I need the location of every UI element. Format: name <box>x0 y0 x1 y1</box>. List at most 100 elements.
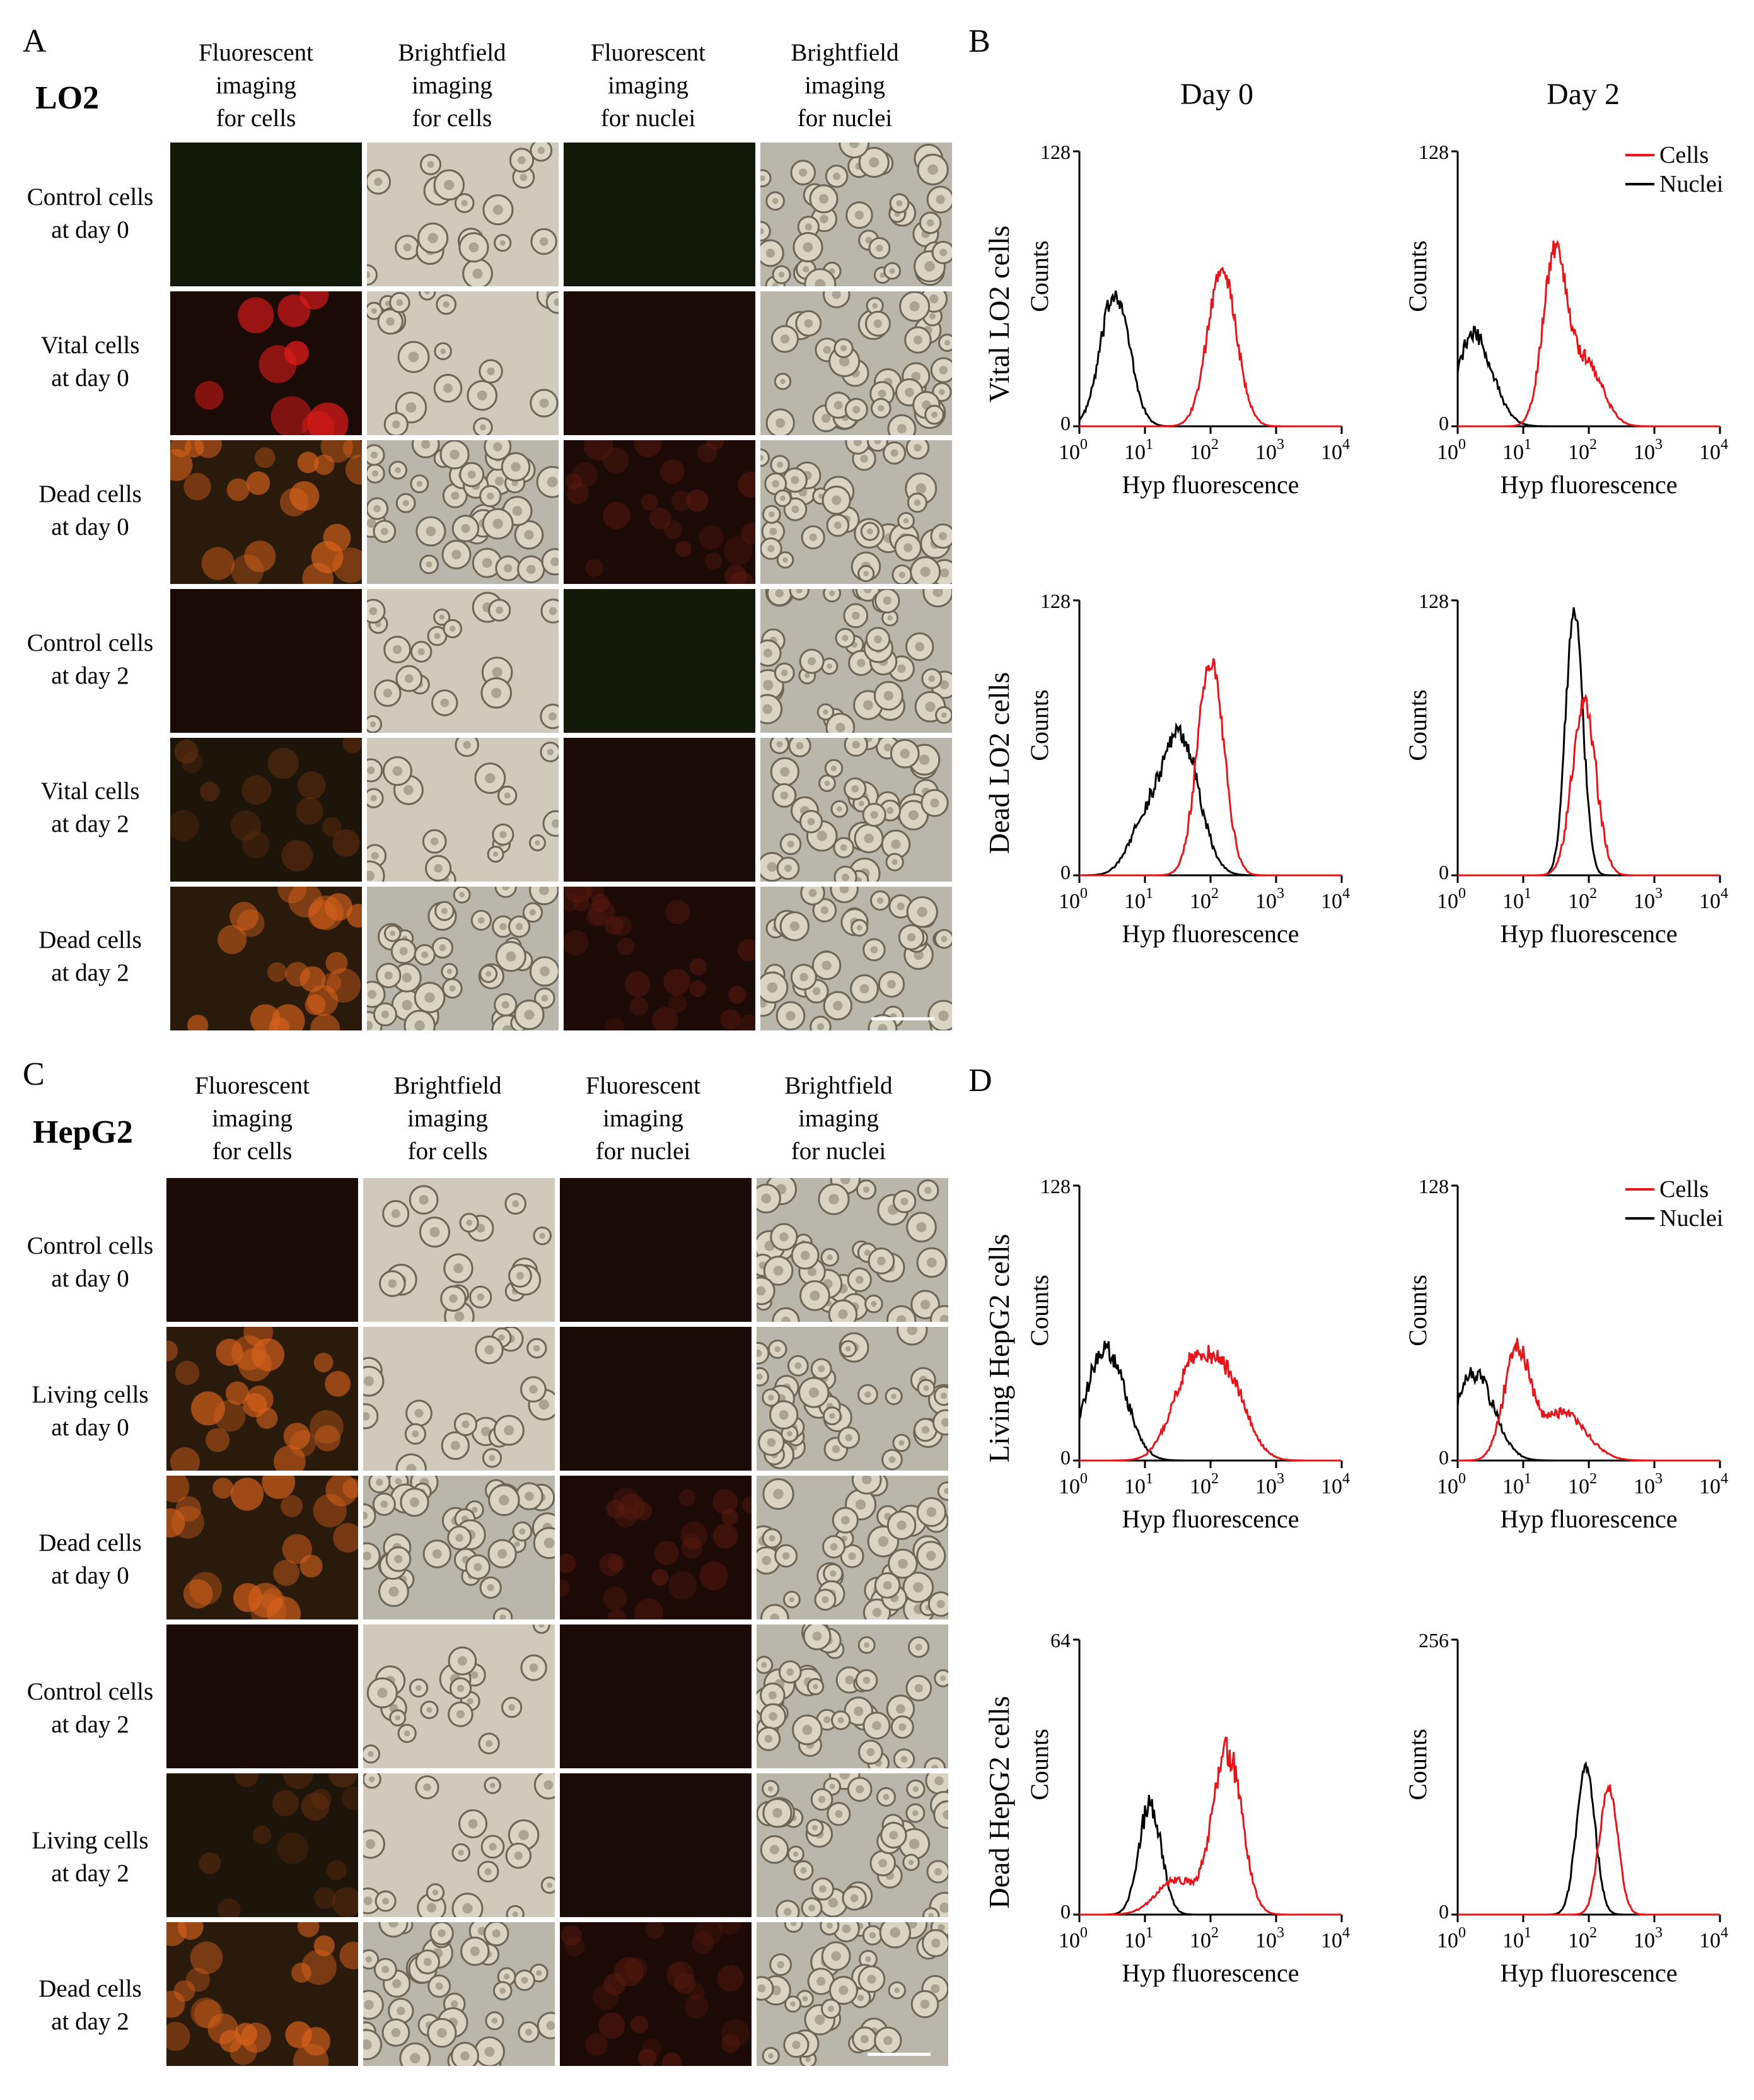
y-tick-label: 128 <box>1040 141 1071 163</box>
micrograph-r4-c3 <box>560 1625 752 1768</box>
series-cells-line <box>1458 1784 1720 1916</box>
micrograph-r5-c1 <box>170 738 362 882</box>
row-label: Dead LO2 cells <box>984 672 1015 855</box>
micrograph-r6-c2 <box>367 887 559 1030</box>
x-tick-label: 100 <box>1437 436 1466 464</box>
y-tick-label: 128 <box>1040 1175 1071 1198</box>
micrograph-r5-c3 <box>560 1773 752 1917</box>
y-tick-label: 0 <box>1060 861 1071 884</box>
micrograph-r2-c2 <box>363 1327 555 1471</box>
y-tick-label: 128 <box>1040 590 1071 612</box>
x-tick-label: 101 <box>1502 1471 1531 1498</box>
row-label: Living HepG2 cells <box>984 1234 1015 1463</box>
panel-c-col-header-3: Fluorescent imaging for nuclei <box>586 1072 700 1165</box>
micrograph-r3-c3 <box>560 1476 752 1619</box>
micrograph-r5-c3 <box>564 738 755 882</box>
panel-c-col-header-2: Brightfield imaging for cells <box>393 1072 502 1165</box>
x-tick-label: 102 <box>1568 1471 1597 1498</box>
series-cells-line <box>1079 658 1342 877</box>
micrograph-r2-c4 <box>757 1327 948 1471</box>
x-tick-label: 103 <box>1255 885 1284 913</box>
panel-d-letter: D <box>968 1063 992 1099</box>
micrograph-r5-c2 <box>363 1773 555 1917</box>
x-axis-label: Hyp fluorescence <box>1122 1959 1299 1987</box>
micrograph-r1-c1 <box>166 1178 358 1322</box>
panel-c-letter: C <box>23 1056 45 1092</box>
x-tick-label: 104 <box>1699 1925 1728 1952</box>
legend-label-nuclei: Nuclei <box>1659 1205 1723 1232</box>
x-tick-label: 104 <box>1321 436 1350 464</box>
micrograph-r4-c4 <box>760 589 952 733</box>
micrograph-r4-c3 <box>564 589 755 733</box>
panel-a-row-label-5: Vital cells at day 2 <box>40 778 140 837</box>
panel-c-row-label-3: Dead cells at day 0 <box>38 1529 142 1589</box>
x-tick-label: 103 <box>1255 1925 1284 1952</box>
micrograph-r3-c2 <box>363 1476 555 1619</box>
panel-a-row-label-2: Vital cells at day 0 <box>40 332 140 392</box>
micrograph-r6-c4 <box>760 887 952 1030</box>
micrograph-r2-c3 <box>564 291 755 435</box>
panel-a-row-label-6: Dead cells at day 2 <box>38 926 142 986</box>
x-axis-label: Hyp fluorescence <box>1122 1505 1299 1533</box>
x-tick-label: 101 <box>1124 1471 1153 1498</box>
panel-c-row-label-5: Living cells at day 2 <box>32 1827 149 1887</box>
x-tick-label: 104 <box>1321 885 1350 913</box>
y-tick-label: 0 <box>1439 1900 1449 1923</box>
series-cells-line <box>1458 1338 1720 1462</box>
x-tick-label: 101 <box>1124 885 1153 913</box>
panel-a-row-label-1: Control cells at day 0 <box>26 184 154 243</box>
micrograph-r1-c4 <box>757 1178 948 1322</box>
x-tick-label: 100 <box>1437 1471 1466 1498</box>
x-tick-label: 104 <box>1699 436 1728 464</box>
micrograph-r3-c2 <box>367 440 559 584</box>
x-tick-label: 103 <box>1634 1925 1663 1952</box>
panel-a-letter: A <box>23 23 47 59</box>
micrograph-r6-c3 <box>564 887 755 1030</box>
micrograph-r5-c4 <box>760 738 952 882</box>
x-tick-label: 102 <box>1190 885 1219 913</box>
micrograph-r4-c2 <box>367 589 559 733</box>
panel-c-micrograph-grid <box>166 1178 951 2066</box>
y-tick-label: 0 <box>1439 412 1449 435</box>
micrograph-r1-c2 <box>367 143 559 286</box>
micrograph-r3-c4 <box>760 440 952 584</box>
panel-a-cell-line: LO2 <box>35 80 100 116</box>
x-tick-label: 102 <box>1190 436 1219 464</box>
micrograph-r4-c4 <box>757 1625 948 1768</box>
y-tick-label: 64 <box>1050 1629 1071 1652</box>
panel-a-col-header-4: Brightfield imaging for nuclei <box>791 39 899 132</box>
micrograph-r2-c4 <box>760 291 952 435</box>
series-nuclei-line <box>1456 1367 1720 1462</box>
chart-b-dead-day2: 0 128 100 101 102 103 104 Hyp fluorescence Count… <box>1403 590 1728 948</box>
x-tick-label: 100 <box>1437 1925 1466 1952</box>
micrograph-r3-c1 <box>166 1476 358 1619</box>
micrograph-r6-c3 <box>560 1922 752 2066</box>
row-label: Vital LO2 cells <box>984 226 1015 403</box>
series-cells-line <box>1458 693 1720 877</box>
panel-c-col-header-1: Fluorescent imaging for cells <box>195 1072 310 1165</box>
micrograph-r5-c4 <box>757 1773 948 1917</box>
series-nuclei-line <box>1079 722 1342 877</box>
x-tick-label: 102 <box>1568 436 1597 464</box>
micrograph-r2-c3 <box>560 1327 752 1471</box>
scale-bar <box>871 1017 934 1020</box>
y-tick-label: 0 <box>1060 412 1071 435</box>
x-tick-label: 102 <box>1568 885 1597 913</box>
x-tick-label: 102 <box>1568 1925 1597 1952</box>
micrograph-r2-c1 <box>166 1327 358 1471</box>
y-tick-label: 0 <box>1060 1446 1071 1469</box>
micrograph-r1-c3 <box>564 143 755 286</box>
y-tick-label: 0 <box>1439 1446 1449 1469</box>
micrograph-r1-c1 <box>170 143 362 286</box>
scale-bar <box>868 2053 931 2056</box>
micrograph-r2-c2 <box>367 291 559 435</box>
y-tick-label: 128 <box>1419 141 1449 163</box>
micrograph-r6-c1 <box>170 887 362 1030</box>
x-tick-label: 100 <box>1059 1925 1088 1952</box>
panel-a-row-label-3: Dead cells at day 0 <box>38 481 142 540</box>
y-tick-label: 128 <box>1419 1175 1449 1198</box>
chart-d-living-day2: 0 128 100 101 102 103 104 Hyp fluorescence Count… <box>1403 1175 1728 1533</box>
panel-b-day0-title: Day 0 <box>1180 78 1253 111</box>
x-tick-label: 103 <box>1634 1471 1663 1498</box>
chart-d-dead-day0: 0 64 100 101 102 103 104 Hyp fluorescence Counts… <box>984 1629 1350 1987</box>
